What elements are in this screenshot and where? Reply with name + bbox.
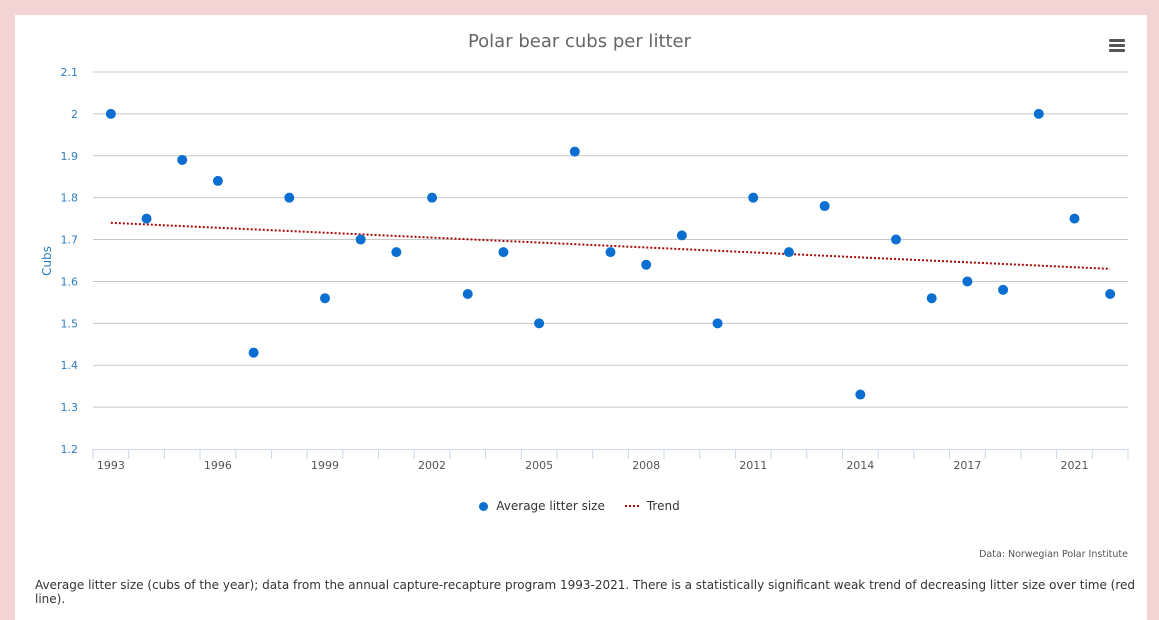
data-point-2006[interactable] xyxy=(569,146,580,157)
x-axis: 1993 1996 1999 2002 2005 2008 2011 2014 2017 2021 xyxy=(92,449,1129,472)
y-tick-label: 2.1 xyxy=(61,66,79,79)
data-point-2000[interactable] xyxy=(355,234,366,245)
data-point-2013[interactable] xyxy=(819,201,830,212)
hamburger-menu-icon xyxy=(1109,39,1125,42)
data-point-2022[interactable] xyxy=(1105,289,1116,300)
x-tick-label: 1993 xyxy=(97,459,125,472)
data-point-2014[interactable] xyxy=(855,389,866,400)
data-point-2011[interactable] xyxy=(748,192,759,203)
data-point-1995[interactable] xyxy=(177,154,188,165)
credits: Data: Norwegian Polar Institute xyxy=(979,549,1128,560)
y-tick-label: 1.3 xyxy=(61,401,79,414)
chart-panel xyxy=(15,15,1147,620)
y-axis-ticks: 1.2 1.3 1.4 1.5 1.6 1.7 1.8 1.9 2 2.1 xyxy=(61,66,79,456)
data-point-2016[interactable] xyxy=(926,293,937,304)
data-point-2012[interactable] xyxy=(783,247,794,258)
trend-line-group xyxy=(110,221,1111,270)
x-tick-label: 2011 xyxy=(739,459,767,472)
x-tick-label: 2014 xyxy=(846,459,874,472)
x-tick-label: 1999 xyxy=(311,459,339,472)
data-point-2001[interactable] xyxy=(391,247,402,258)
data-point-2018[interactable] xyxy=(998,284,1009,295)
data-point-1996[interactable] xyxy=(212,175,223,186)
data-point-2017[interactable] xyxy=(962,276,973,287)
data-point-2003[interactable] xyxy=(462,289,473,300)
x-tick-label: 2005 xyxy=(525,459,553,472)
data-point-2019[interactable] xyxy=(1033,108,1044,119)
x-tick-label: 1996 xyxy=(204,459,232,472)
y-tick-label: 1.4 xyxy=(61,359,79,372)
y-tick-label: 1.2 xyxy=(61,443,79,456)
data-point-1993[interactable] xyxy=(105,108,116,119)
legend-item-trend[interactable]: Trend xyxy=(624,499,680,513)
y-tick-label: 1.8 xyxy=(61,192,79,205)
data-point-1997[interactable] xyxy=(248,347,259,358)
data-point-1998[interactable] xyxy=(284,192,295,203)
data-point-1999[interactable] xyxy=(319,293,330,304)
x-tick-label: 2017 xyxy=(953,459,981,472)
grid-lines xyxy=(93,71,1128,408)
data-point-2009[interactable] xyxy=(676,230,687,241)
data-point-1994[interactable] xyxy=(141,213,152,224)
caption: Average litter size (cubs of the year); … xyxy=(35,578,1136,606)
dotted-line-icon xyxy=(624,505,639,507)
data-point-2002[interactable] xyxy=(427,192,438,203)
data-point-2008[interactable] xyxy=(641,259,652,270)
data-points xyxy=(105,108,1116,400)
y-tick-label: 1.5 xyxy=(61,317,79,330)
data-point-2015[interactable] xyxy=(891,234,902,245)
trend-line xyxy=(110,221,1111,270)
data-point-2007[interactable] xyxy=(605,247,616,258)
hamburger-line xyxy=(1109,44,1125,47)
y-tick-label: 1.6 xyxy=(61,275,79,288)
x-tick-label: 2021 xyxy=(1060,459,1088,472)
legend-label: Trend xyxy=(646,499,680,513)
y-tick-label: 1.9 xyxy=(61,150,79,163)
y-tick-label: 2 xyxy=(71,108,78,121)
data-point-2004[interactable] xyxy=(498,247,509,258)
x-tick-label: 2002 xyxy=(418,459,446,472)
chart-menu-button[interactable] xyxy=(1106,37,1128,55)
data-point-2021[interactable] xyxy=(1069,213,1080,224)
y-tick-label: 1.7 xyxy=(61,234,79,247)
legend: Average litter size Trend xyxy=(0,499,1159,513)
x-tick-label: 2008 xyxy=(632,459,660,472)
y-axis-label: Cubs xyxy=(40,246,54,276)
chart-title: Polar bear cubs per litter xyxy=(467,31,692,52)
data-point-2010[interactable] xyxy=(712,318,723,329)
data-point-2005[interactable] xyxy=(534,318,545,329)
legend-label: Average litter size xyxy=(496,499,605,513)
hamburger-line xyxy=(1109,49,1125,52)
blue-dot-icon xyxy=(479,501,489,511)
legend-item-average-litter-size[interactable]: Average litter size xyxy=(479,499,605,513)
